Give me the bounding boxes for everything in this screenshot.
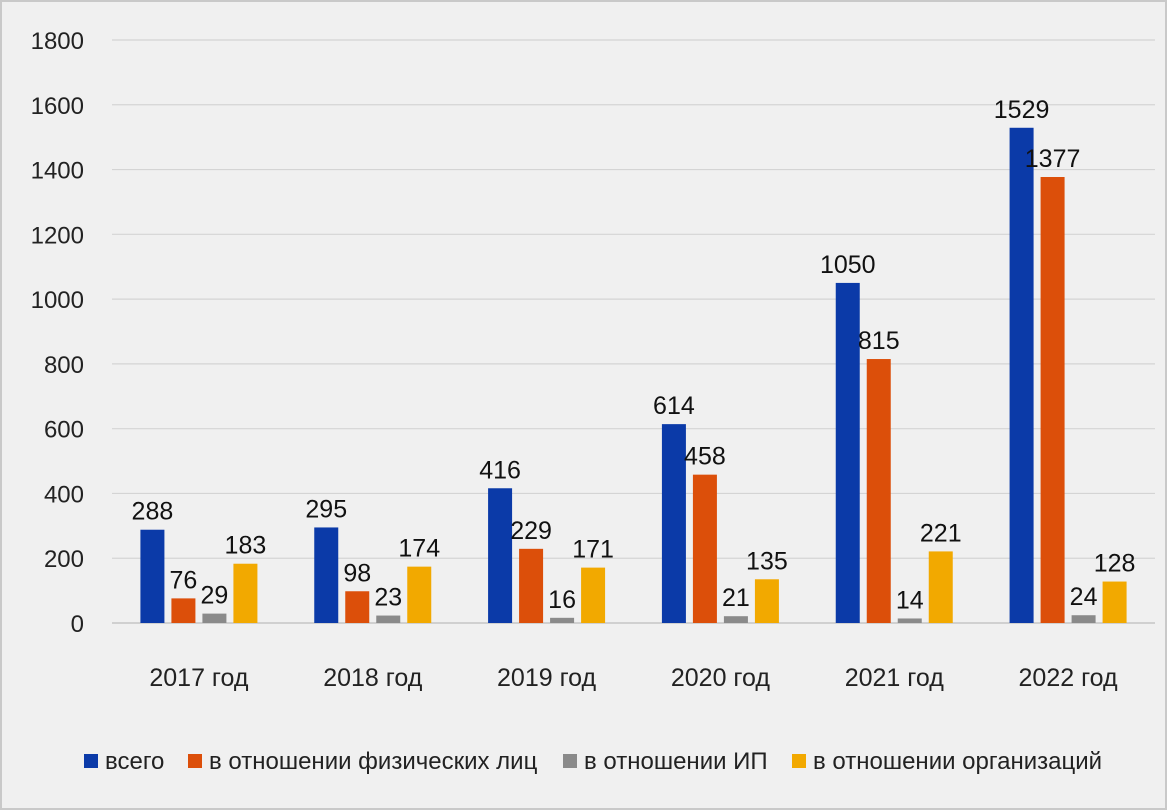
bar: [1071, 615, 1096, 623]
data-label: 171: [572, 536, 614, 564]
bar: [661, 424, 686, 623]
data-label: 458: [684, 443, 726, 471]
bar: [376, 615, 401, 623]
bar: [233, 563, 258, 623]
data-label: 16: [548, 586, 576, 614]
data-label: 98: [343, 559, 371, 587]
y-tick-label: 200: [44, 546, 84, 573]
x-category-label: 2018 год: [323, 664, 422, 692]
data-label: 815: [858, 327, 900, 355]
bar: [866, 359, 891, 623]
bar: [519, 548, 544, 623]
bar: [835, 282, 860, 623]
data-label: 14: [896, 586, 924, 614]
data-label: 221: [920, 519, 962, 547]
bars: [140, 127, 1127, 623]
x-category-label: 2019 год: [497, 664, 596, 692]
legend-swatch: [84, 754, 98, 768]
legend-label: всего: [105, 748, 164, 775]
data-label: 76: [170, 566, 198, 594]
data-label: 23: [374, 584, 402, 612]
x-category-label: 2020 год: [671, 664, 770, 692]
data-label: 229: [510, 517, 552, 545]
data-label: 614: [653, 392, 695, 420]
x-category-label: 2022 год: [1019, 664, 1118, 692]
data-label: 1377: [1025, 145, 1081, 173]
bar: [754, 579, 779, 623]
data-label: 295: [305, 495, 347, 523]
bar: [1102, 581, 1127, 623]
y-tick-label: 1000: [31, 287, 84, 314]
bar: [928, 551, 953, 623]
bar: [488, 488, 513, 623]
bar: [1040, 177, 1065, 623]
gridlines: [112, 39, 1155, 624]
legend-label: в отношении физических лиц: [209, 748, 538, 775]
y-tick-label: 1400: [31, 158, 84, 185]
x-category-label: 2021 год: [845, 664, 944, 692]
bar: [345, 591, 370, 623]
bar: [723, 616, 748, 623]
data-label: 288: [132, 498, 174, 526]
data-label: 1050: [820, 251, 876, 279]
y-axis: 0 200 400 600 800 1000 1200 1400 1600 1800: [31, 28, 84, 638]
data-label: 128: [1094, 550, 1136, 578]
bar: [550, 617, 575, 623]
legend-label: в отношении ИП: [584, 748, 768, 775]
x-category-label: 2017 год: [149, 664, 248, 692]
bar: [171, 598, 196, 623]
legend-swatch: [188, 754, 202, 768]
data-label: 135: [746, 547, 788, 575]
y-tick-label: 0: [71, 611, 84, 638]
legend: всего в отношении физических лиц в отношен…: [84, 748, 1102, 775]
bar: [202, 613, 227, 623]
data-label: 21: [722, 584, 750, 612]
legend-swatch: [563, 754, 577, 768]
bar: [897, 618, 922, 623]
y-tick-label: 400: [44, 481, 84, 508]
legend-label: в отношении организаций: [813, 748, 1102, 775]
y-tick-label: 600: [44, 417, 84, 444]
bar: [140, 529, 165, 623]
data-label: 24: [1070, 583, 1098, 611]
bar: [581, 567, 606, 623]
data-label: 1529: [994, 96, 1050, 124]
y-tick-label: 800: [44, 352, 84, 379]
x-axis: 2017 год 2018 год 2019 год 2020 год 2021 год…: [149, 664, 1118, 692]
data-label: 183: [225, 532, 267, 560]
bar: [407, 566, 432, 623]
data-label: 174: [398, 535, 440, 563]
data-label: 416: [479, 456, 521, 484]
bar: [1009, 127, 1034, 623]
legend-swatch: [792, 754, 806, 768]
y-tick-label: 1800: [31, 28, 84, 55]
bar: [692, 474, 717, 623]
y-tick-label: 1600: [31, 93, 84, 120]
bar: [314, 527, 339, 623]
y-tick-label: 1200: [31, 222, 84, 249]
data-label: 29: [201, 582, 229, 610]
